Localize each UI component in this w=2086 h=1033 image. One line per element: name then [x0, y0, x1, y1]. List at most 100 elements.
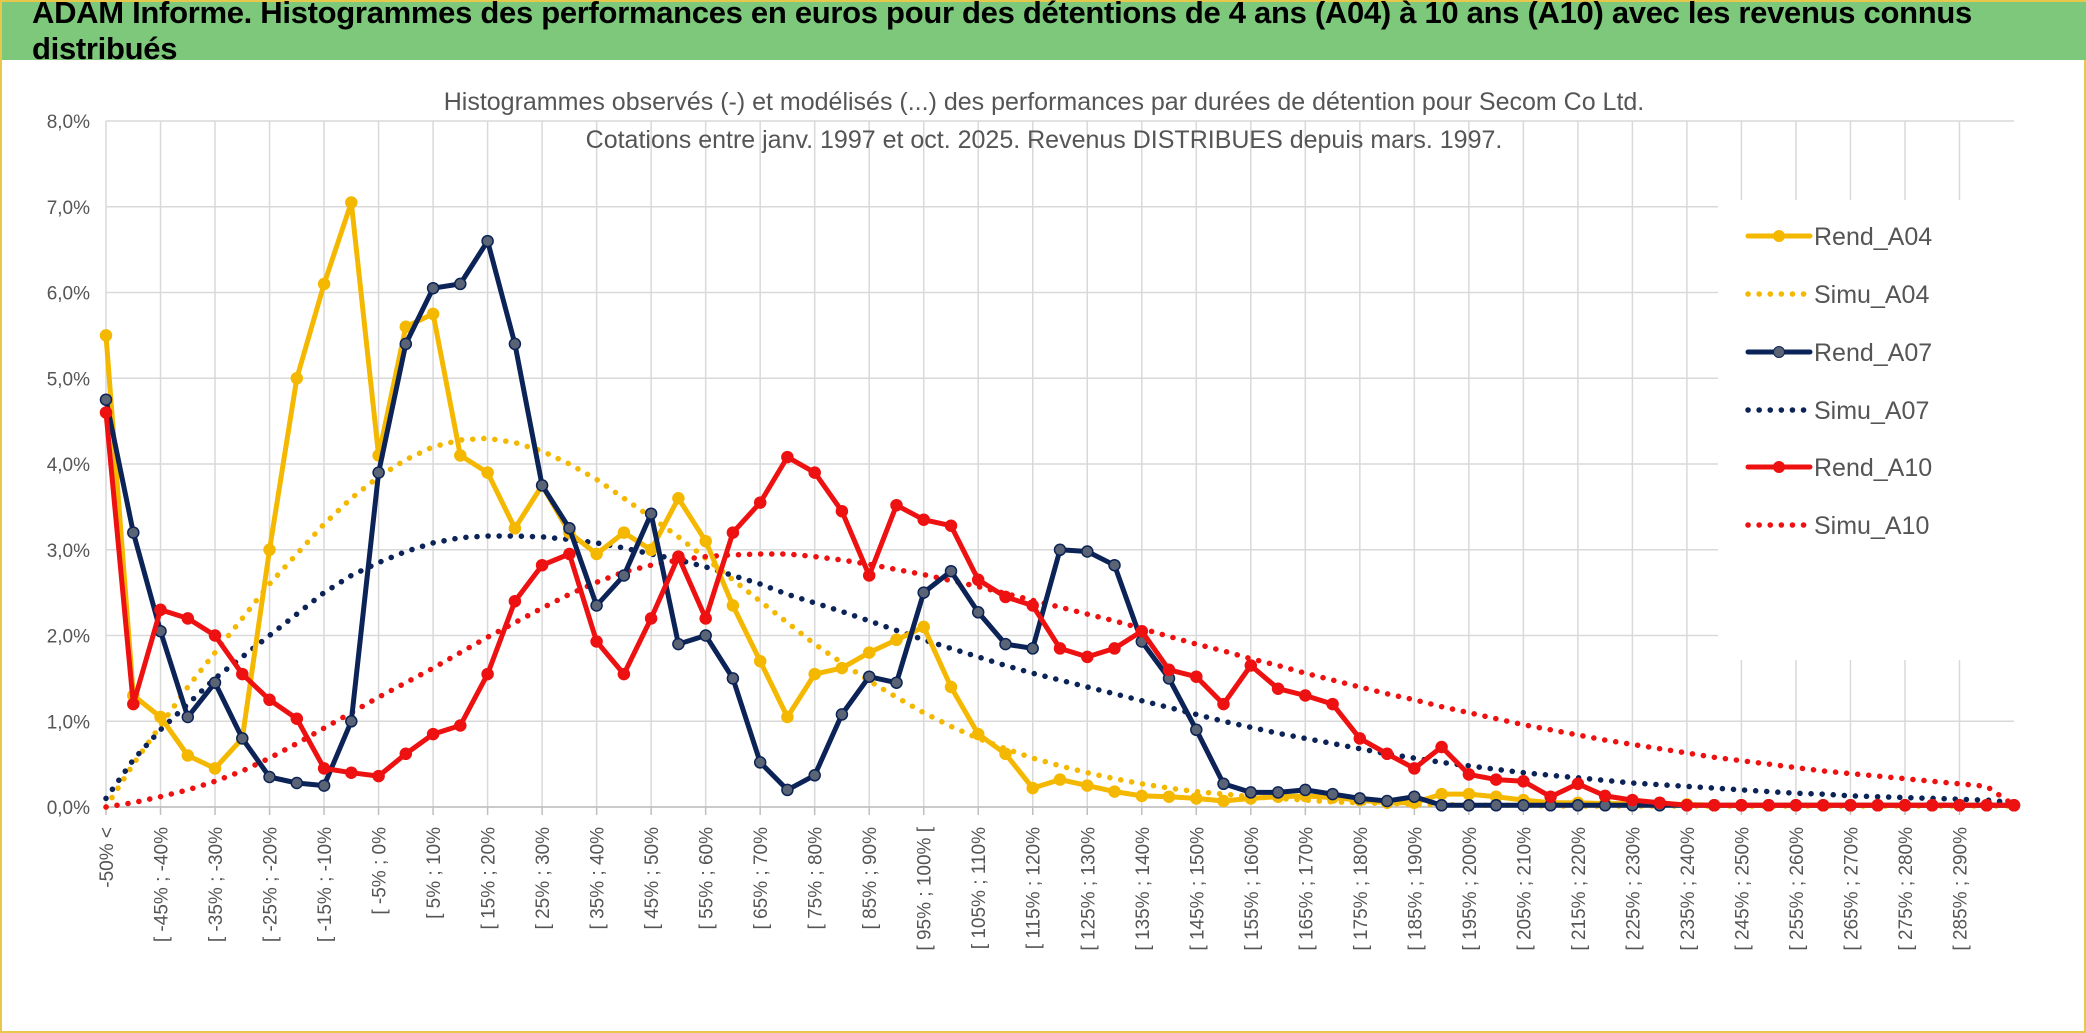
data-point-rend_a10: [1735, 799, 1748, 812]
data-point-rend_a10: [181, 612, 195, 625]
data-point-rend_a10: [1925, 799, 1939, 812]
data-point-rend_a04: [208, 762, 222, 775]
data-point-rend_a10: [644, 612, 658, 625]
data-point-rend_a07: [508, 337, 522, 351]
legend-label-rend_a10: Rend_A10: [1814, 454, 1932, 482]
data-point-rend_a07: [617, 569, 631, 582]
data-point-rend_a07: [236, 732, 249, 745]
data-point-rend_a07: [454, 277, 467, 291]
x-tick-label: [ 245% ; 250%: [1732, 827, 1753, 951]
data-point-rend_a10: [1898, 799, 1912, 812]
data-point-rend_a10: [617, 667, 631, 681]
data-point-rend_a07: [890, 676, 903, 689]
line-chart: Histogrammes observés (-) et modélisés (…: [47, 88, 2021, 951]
data-point-rend_a07: [127, 526, 140, 539]
data-point-rend_a07: [781, 783, 794, 797]
data-point-rend_a04: [1435, 787, 1448, 801]
legend-marker: [1773, 346, 1785, 358]
data-point-rend_a07: [1571, 799, 1585, 812]
data-point-rend_a07: [208, 676, 222, 689]
x-tick-label: [ 175% ; 180%: [1351, 827, 1372, 951]
x-tick-label: [ -35% ; -30%: [206, 827, 227, 942]
data-point-rend_a07: [1108, 558, 1121, 572]
data-point-rend_a10: [535, 558, 549, 572]
x-tick-label: [ 15% ; 20%: [479, 827, 500, 930]
data-point-rend_a07: [481, 234, 494, 248]
data-point-rend_a07: [1353, 792, 1367, 805]
data-point-rend_a04: [1217, 794, 1230, 808]
data-point-rend_a04: [944, 680, 958, 694]
data-point-rend_a04: [699, 534, 712, 548]
data-point-rend_a10: [672, 550, 685, 563]
x-tick-label: -50% <: [97, 827, 118, 888]
legend-marker: [1773, 461, 1785, 473]
report-title-bar: ADAM Informe. Histogrammes des performan…: [2, 0, 2086, 66]
data-point-rend_a07: [944, 564, 958, 578]
data-point-rend_a10: [1462, 768, 1476, 781]
x-tick-label: [ 285% ; 290%: [1950, 827, 1971, 951]
data-point-rend_a07: [426, 281, 440, 295]
y-tick-label: 5,0%: [47, 369, 90, 390]
data-point-rend_a07: [1299, 783, 1312, 797]
data-point-rend_a10: [1653, 796, 1666, 809]
x-tick-label: [ 165% ; 170%: [1296, 827, 1317, 951]
y-tick-label: 6,0%: [47, 284, 90, 305]
x-tick-label: [ 265% ; 270%: [1841, 827, 1862, 951]
legend-label-rend_a07: Rend_A07: [1814, 339, 1932, 367]
legend: Rend_A04 Simu_A04 Rend_A07 Simu_A07 Rend_A10…: [1718, 200, 2018, 660]
y-tick-label: 4,0%: [47, 455, 90, 476]
x-tick-label: [ 25% ; 30%: [533, 827, 554, 930]
x-tick-label: [ 185% ; 190%: [1405, 827, 1426, 951]
x-tick-label: [ 255% ; 260%: [1787, 827, 1808, 951]
data-point-rend_a07: [290, 776, 304, 790]
legend-label-rend_a04: Rend_A04: [1814, 223, 1932, 251]
x-tick-label: [ 235% ; 240%: [1678, 827, 1699, 951]
data-point-rend_a04: [1108, 785, 1121, 798]
x-tick-label: [ -15% ; -10%: [315, 827, 336, 942]
data-point-rend_a10: [971, 573, 985, 587]
data-point-rend_a10: [1953, 799, 1966, 812]
x-tick-label: [ 275% ; 280%: [1896, 827, 1917, 951]
y-tick-label: 7,0%: [47, 198, 90, 219]
y-tick-label: 1,0%: [47, 712, 90, 733]
data-point-rend_a07: [1489, 799, 1503, 812]
data-point-rend_a07: [917, 586, 930, 599]
data-point-rend_a10: [1026, 599, 1039, 612]
data-point-rend_a07: [317, 779, 331, 792]
x-tick-label: [ 145% ; 150%: [1187, 827, 1208, 951]
data-point-rend_a07: [1244, 786, 1258, 799]
legend-background: [1718, 200, 2018, 660]
data-point-rend_a04: [1462, 787, 1476, 801]
x-tick-label: [ 5% ; 10%: [424, 827, 445, 919]
data-point-rend_a10: [999, 590, 1012, 604]
data-point-rend_a10: [808, 466, 821, 479]
data-point-rend_a10: [1053, 642, 1067, 655]
data-point-rend_a07: [1408, 790, 1421, 803]
y-tick-label: 2,0%: [47, 627, 90, 648]
x-tick-label: [ 125% ; 130%: [1078, 827, 1099, 951]
data-point-rend_a07: [672, 637, 685, 651]
legend-marker: [1773, 230, 1785, 242]
x-tick-label: [ -5% ; 0%: [370, 827, 391, 915]
chart-subtitle-line-1: Histogrammes observés (-) et modélisés (…: [444, 88, 1645, 116]
x-tick-label: [ 105% ; 110%: [969, 827, 990, 949]
data-point-rend_a04: [726, 599, 740, 612]
data-point-rend_a07: [345, 715, 358, 728]
data-point-rend_a10: [154, 603, 167, 617]
data-point-rend_a04: [1135, 789, 1149, 803]
data-point-rend_a04: [154, 710, 167, 724]
data-point-rend_a10: [426, 727, 440, 741]
x-tick-label: [ 85% ; 90%: [860, 827, 881, 930]
data-point-rend_a07: [644, 507, 658, 520]
data-point-rend_a10: [1435, 740, 1448, 754]
data-point-rend_a10: [508, 594, 522, 608]
x-tick-label: [ 75% ; 80%: [806, 827, 827, 930]
data-point-rend_a07: [399, 337, 413, 351]
data-point-rend_a07: [971, 606, 985, 619]
data-point-rend_a04: [590, 547, 603, 561]
x-tick-label: [ 95% ; 100% [: [915, 826, 936, 950]
legend-label-simu_a10: Simu_A10: [1814, 512, 1929, 540]
data-point-rend_a04: [426, 307, 440, 321]
x-tick-label: [ 205% ; 210%: [1514, 827, 1535, 951]
data-point-rend_a07: [263, 770, 276, 784]
